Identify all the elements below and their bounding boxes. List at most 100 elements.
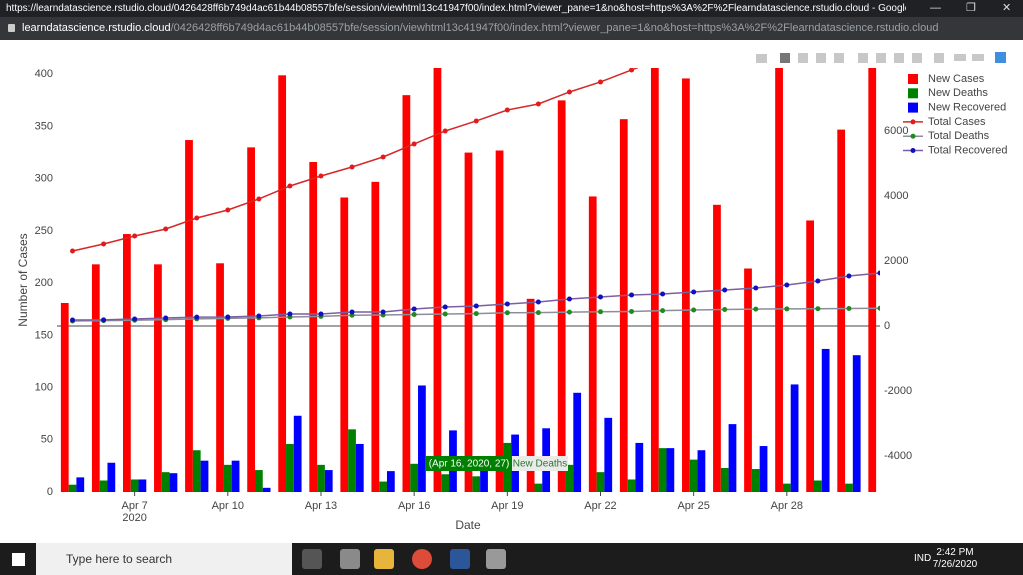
- bar: [759, 446, 768, 492]
- bar: [868, 68, 877, 492]
- bar: [355, 443, 364, 492]
- bar: [775, 68, 783, 492]
- app-icon[interactable]: [340, 549, 360, 569]
- bar: [223, 464, 232, 492]
- start-button[interactable]: [12, 553, 25, 566]
- legend-label: Total Cases: [928, 116, 986, 128]
- x-tick-label: Apr 19: [491, 500, 523, 512]
- bar: [495, 150, 504, 492]
- bar: [130, 479, 139, 492]
- legend-swatch: [908, 102, 918, 113]
- legend-marker: [910, 119, 916, 125]
- bar: [278, 75, 287, 492]
- x-tick-label: Apr 7: [121, 500, 147, 512]
- marker: [473, 303, 479, 309]
- bar: [526, 298, 535, 492]
- marker: [473, 311, 479, 317]
- word[interactable]: [450, 549, 470, 569]
- plotly-logo[interactable]: [995, 52, 1006, 63]
- bar: [348, 429, 356, 492]
- zoom-out-icon[interactable]: [876, 53, 886, 63]
- bar: [410, 463, 419, 492]
- bar: [790, 384, 799, 492]
- spike-icon[interactable]: [934, 53, 944, 63]
- y-tick-label: 250: [35, 225, 53, 237]
- marker: [163, 315, 169, 321]
- marker: [691, 46, 696, 51]
- x-tick-label: Apr 22: [584, 500, 616, 512]
- line: [72, 68, 639, 252]
- camera-icon[interactable]: [756, 54, 767, 63]
- bar: [99, 480, 108, 492]
- bar: [565, 464, 574, 492]
- marker: [846, 273, 852, 279]
- minimize[interactable]: —: [930, 2, 941, 14]
- bar: [713, 204, 721, 492]
- paint[interactable]: [486, 549, 506, 569]
- search-box[interactable]: Type here to search: [36, 543, 292, 575]
- y2-tick-label: -4000: [884, 450, 912, 462]
- chrome[interactable]: [412, 549, 432, 569]
- file-explorer[interactable]: [374, 549, 394, 569]
- reset-icon[interactable]: [912, 53, 922, 63]
- y-tick-label: 200: [35, 277, 53, 289]
- marker: [380, 154, 386, 160]
- marker: [163, 226, 169, 232]
- close[interactable]: ✕: [1002, 2, 1012, 14]
- bar: [254, 470, 263, 492]
- time: 2:42 PM: [936, 547, 974, 558]
- taskbar: Type here to search IND 2:42 PM 7/26/2020: [0, 543, 1023, 575]
- modebar[interactable]: [756, 52, 1006, 63]
- chart: 0 50 100 150 200 250 300 350 400 -4000 -2000 0 2000 4…: [16, 46, 1008, 532]
- x-tick-label: Apr 13: [305, 500, 337, 512]
- hover-closest-icon[interactable]: [954, 54, 966, 61]
- select-icon[interactable]: [816, 53, 826, 63]
- bar: [557, 100, 566, 492]
- marker: [597, 309, 603, 315]
- pan-icon[interactable]: [798, 53, 808, 63]
- lasso-icon[interactable]: [834, 53, 844, 63]
- bar: [60, 302, 69, 492]
- bar: [433, 68, 442, 492]
- marker: [70, 248, 76, 254]
- x-tick-label: Apr 16: [398, 500, 430, 512]
- language[interactable]: IND: [914, 553, 932, 564]
- bar: [573, 392, 582, 492]
- bar: [588, 196, 597, 492]
- bar: [472, 476, 481, 492]
- marker: [194, 314, 200, 320]
- bar: [728, 424, 737, 492]
- zoom-in-icon[interactable]: [858, 53, 868, 63]
- bar: [418, 385, 426, 492]
- bar: [216, 263, 224, 492]
- bar: [464, 152, 473, 492]
- bar: [309, 161, 318, 492]
- x-tick-label: Apr 28: [771, 500, 803, 512]
- clock[interactable]: 2:42 PM 7/26/2020: [930, 547, 980, 571]
- url-path: /0426428ff6b749d4ac61b44b08557bfe/sessio…: [170, 22, 939, 34]
- marker: [815, 278, 821, 284]
- hover-compare-icon[interactable]: [972, 54, 984, 61]
- y-tick-label: 0: [47, 486, 53, 498]
- y-tick-label: 300: [35, 173, 53, 185]
- autoscale-icon[interactable]: [894, 53, 904, 63]
- marker: [629, 292, 635, 298]
- marker: [535, 310, 541, 316]
- address-bar[interactable]: learndatascience.rstudio.cloud/0426428ff…: [0, 17, 1023, 40]
- marker: [349, 164, 355, 170]
- bar: [231, 460, 240, 492]
- marker: [535, 101, 541, 107]
- marker: [411, 311, 417, 317]
- marker: [753, 285, 759, 291]
- marker: [629, 68, 635, 73]
- marker: [815, 306, 821, 312]
- zoom-icon[interactable]: [780, 53, 790, 63]
- marker: [566, 296, 572, 302]
- bar: [534, 483, 543, 492]
- restore[interactable]: ❐: [966, 2, 976, 14]
- y-tick-label: 150: [35, 329, 53, 341]
- marker: [442, 304, 448, 310]
- url[interactable]: learndatascience.rstudio.cloud/0426428ff…: [22, 17, 938, 40]
- task-view[interactable]: [302, 549, 322, 569]
- bar: [852, 355, 861, 492]
